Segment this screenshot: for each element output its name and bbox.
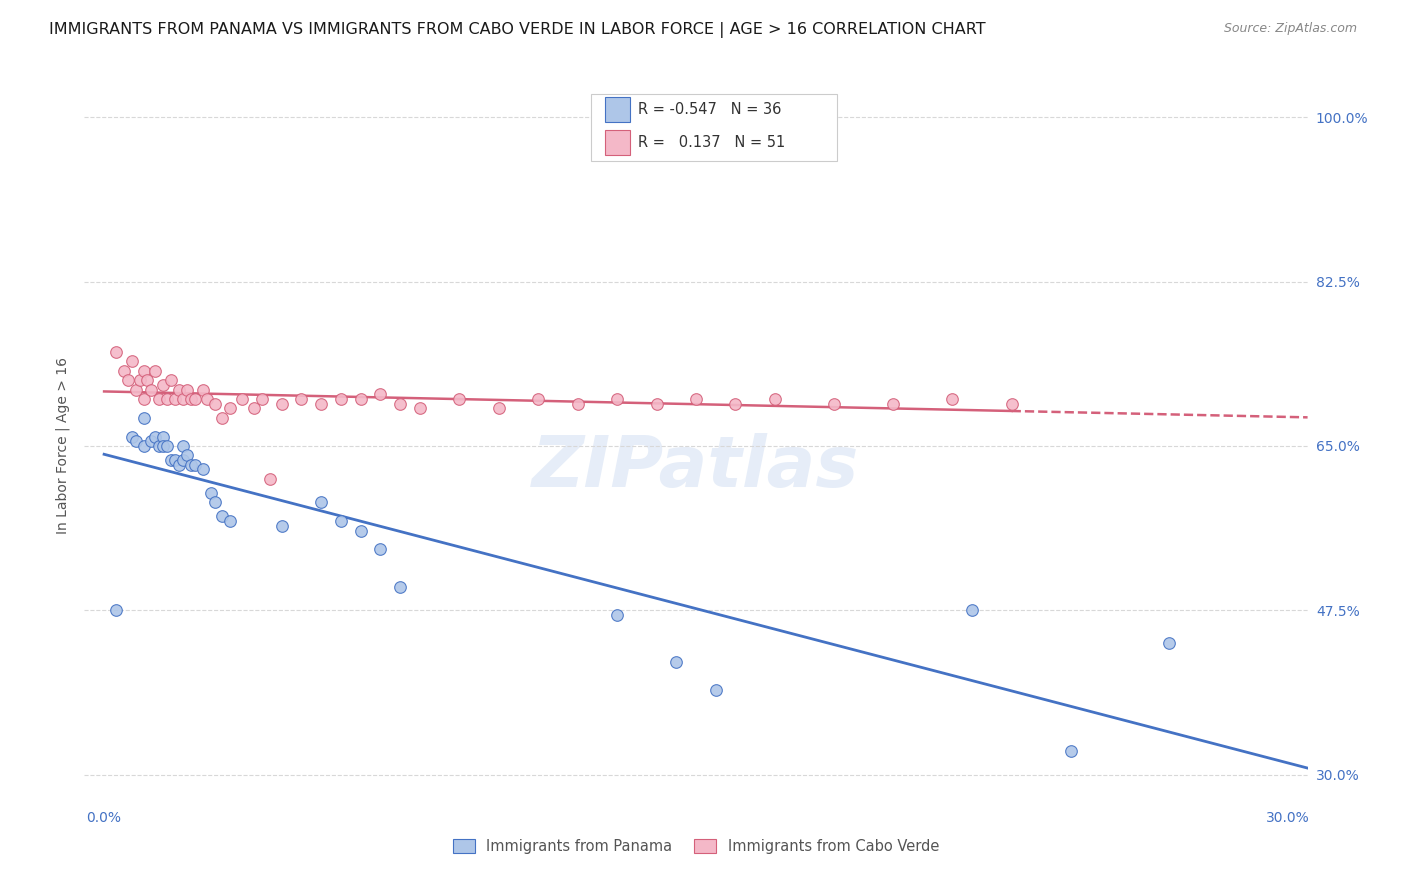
Point: [121, 429, 143, 443]
Point: [309, 495, 332, 509]
Point: [195, 392, 218, 406]
Point: [724, 397, 747, 411]
Point: [167, 383, 190, 397]
Point: [1159, 636, 1181, 650]
Point: [349, 524, 371, 538]
Point: [270, 518, 292, 533]
Point: [389, 580, 412, 594]
Point: [165, 453, 187, 467]
Text: R = -0.547   N = 36: R = -0.547 N = 36: [638, 103, 782, 117]
Text: ZIPatlas: ZIPatlas: [533, 433, 859, 502]
Point: [389, 397, 412, 411]
Point: [117, 373, 139, 387]
Point: [160, 453, 183, 467]
Point: [290, 392, 312, 406]
Point: [136, 373, 159, 387]
Point: [259, 472, 281, 486]
Point: [148, 439, 170, 453]
Point: [219, 514, 242, 528]
Y-axis label: In Labor Force | Age > 16: In Labor Force | Age > 16: [56, 358, 70, 534]
Point: [204, 495, 226, 509]
Point: [270, 397, 292, 411]
Point: [449, 392, 471, 406]
Point: [180, 392, 202, 406]
Point: [685, 392, 707, 406]
Point: [156, 439, 179, 453]
Point: [160, 373, 183, 387]
Point: [763, 392, 786, 406]
Point: [191, 462, 214, 476]
Point: [191, 383, 214, 397]
Point: [145, 429, 167, 443]
Point: [960, 603, 983, 617]
Point: [152, 378, 174, 392]
Point: [368, 542, 391, 557]
Point: [152, 429, 174, 443]
Point: [172, 439, 194, 453]
Point: [165, 392, 187, 406]
Point: [368, 387, 391, 401]
Point: [409, 401, 432, 416]
Point: [121, 354, 143, 368]
Point: [211, 410, 233, 425]
Point: [104, 345, 127, 359]
Point: [645, 397, 668, 411]
Point: [219, 401, 242, 416]
Point: [128, 373, 150, 387]
Point: [176, 449, 198, 463]
Legend: Immigrants from Panama, Immigrants from Cabo Verde: Immigrants from Panama, Immigrants from …: [447, 832, 945, 860]
Point: [488, 401, 510, 416]
Text: Source: ZipAtlas.com: Source: ZipAtlas.com: [1223, 22, 1357, 36]
Point: [329, 514, 352, 528]
Point: [704, 683, 727, 698]
Point: [104, 603, 127, 617]
Point: [606, 392, 628, 406]
Point: [180, 458, 202, 472]
Point: [1060, 744, 1083, 758]
Point: [176, 383, 198, 397]
Point: [243, 401, 266, 416]
Point: [231, 392, 253, 406]
Point: [141, 383, 163, 397]
Point: [132, 364, 155, 378]
Point: [145, 364, 167, 378]
Point: [184, 458, 207, 472]
Point: [200, 486, 222, 500]
Point: [567, 397, 589, 411]
Point: [606, 607, 628, 622]
Point: [132, 439, 155, 453]
Point: [204, 397, 226, 411]
Point: [941, 392, 963, 406]
Point: [172, 453, 194, 467]
Point: [132, 410, 155, 425]
Text: IMMIGRANTS FROM PANAMA VS IMMIGRANTS FROM CABO VERDE IN LABOR FORCE | AGE > 16 C: IMMIGRANTS FROM PANAMA VS IMMIGRANTS FRO…: [49, 22, 986, 38]
Point: [250, 392, 273, 406]
Point: [172, 392, 194, 406]
Point: [823, 397, 845, 411]
Point: [124, 434, 146, 449]
Point: [1001, 397, 1024, 411]
Point: [141, 434, 163, 449]
Text: R =   0.137   N = 51: R = 0.137 N = 51: [638, 136, 786, 150]
Point: [132, 392, 155, 406]
Point: [309, 397, 332, 411]
Point: [167, 458, 190, 472]
Point: [349, 392, 371, 406]
Point: [156, 392, 179, 406]
Point: [184, 392, 207, 406]
Point: [329, 392, 352, 406]
Point: [882, 397, 904, 411]
Point: [527, 392, 550, 406]
Point: [211, 509, 233, 524]
Point: [665, 655, 688, 669]
Point: [152, 439, 174, 453]
Point: [112, 364, 135, 378]
Point: [148, 392, 170, 406]
Point: [124, 383, 146, 397]
